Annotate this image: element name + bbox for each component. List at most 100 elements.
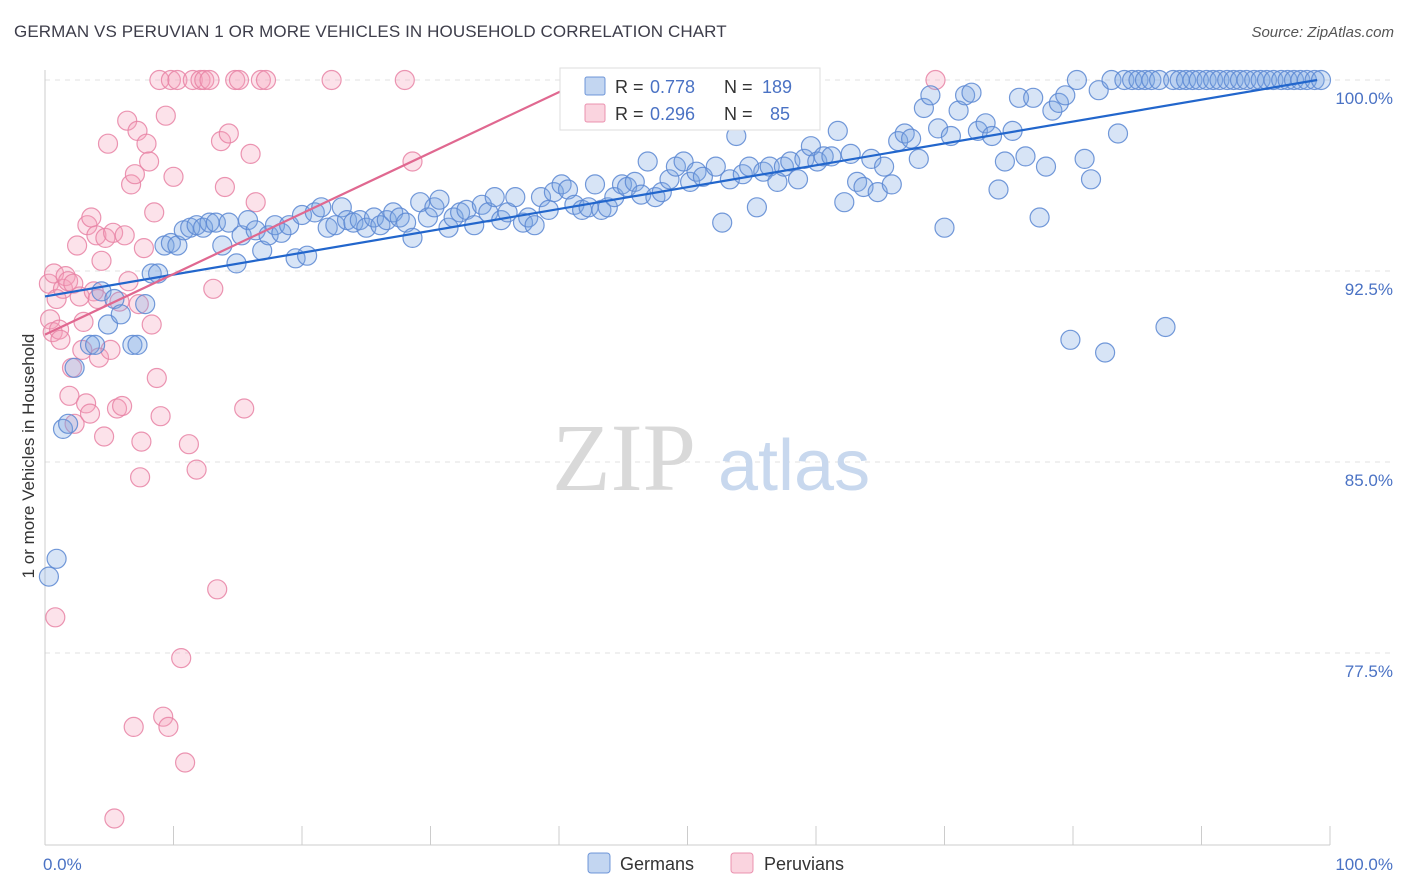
peruvian-point <box>100 339 121 360</box>
peruvian-point <box>167 69 188 91</box>
german-point <box>122 334 143 355</box>
legend-box <box>559 67 821 131</box>
german-point <box>961 82 982 103</box>
german-point <box>584 174 606 195</box>
peruvian-point <box>207 579 228 600</box>
german-point <box>908 148 929 169</box>
german-point <box>975 113 996 134</box>
legend-n-value-germans: 189 <box>762 77 792 97</box>
legend-label-germans: Germans <box>620 854 694 874</box>
correlation-legend: R = 0.778 N = 189 R = 0.296 N = 85 <box>559 67 821 131</box>
german-point <box>505 187 526 208</box>
german-point <box>913 97 935 119</box>
german-point <box>46 548 67 569</box>
german-point <box>1209 69 1230 91</box>
peruvian-point <box>73 311 94 332</box>
peruvian-point <box>199 69 220 91</box>
german-point <box>402 227 423 248</box>
y-tick-label: 85.0% <box>1345 471 1393 490</box>
peruvian-point <box>149 69 170 91</box>
legend-r-label-germans: R = <box>615 77 644 97</box>
peruvian-point <box>128 294 149 315</box>
german-point <box>1008 87 1030 108</box>
peruvian-point <box>150 406 171 427</box>
german-point <box>927 118 949 139</box>
peruvian-point <box>218 123 239 144</box>
peruvian-point <box>321 69 342 91</box>
legend-swatch-germans-bottom <box>587 852 611 874</box>
y-tick-label: 77.5% <box>1345 662 1393 681</box>
peruvian-point <box>175 752 196 773</box>
peruvian-point <box>117 110 138 131</box>
german-point <box>948 100 969 121</box>
x-tick-label: 0.0% <box>43 855 82 874</box>
peruvian-point <box>178 434 199 455</box>
peruvian-point <box>141 314 162 335</box>
peruvian-point <box>144 202 165 223</box>
peruvian-point <box>146 367 167 389</box>
peruvian-point <box>64 413 85 434</box>
legend-r-value-germans: 0.778 <box>650 77 695 97</box>
german-point <box>1155 316 1176 338</box>
german-point <box>705 156 726 177</box>
peruvian-point <box>171 647 192 669</box>
peruvian-point <box>240 143 261 164</box>
source-label: Source: ZipAtlas.com <box>1251 24 1394 41</box>
german-point <box>64 357 85 378</box>
german-point <box>1188 69 1210 91</box>
peruvian-point <box>121 174 142 195</box>
peruvian-point <box>124 164 145 185</box>
german-point <box>1263 69 1284 91</box>
german-point <box>1074 148 1095 169</box>
peruvian-point <box>139 151 160 172</box>
peruvian-point <box>214 176 235 198</box>
peruvian-point <box>194 69 215 91</box>
peruvian-point <box>255 69 277 91</box>
peruvian-point <box>59 385 80 406</box>
german-point <box>127 334 148 355</box>
peruvian-point <box>97 133 119 154</box>
german-point <box>429 189 450 210</box>
y-axis-label: 1 or more Vehicles in Household <box>19 334 38 579</box>
german-point <box>396 212 417 233</box>
peruvian-point <box>104 808 125 829</box>
peruvian-point <box>925 69 946 91</box>
german-point <box>1094 342 1116 363</box>
peruvian-point <box>130 467 151 488</box>
peruvian-point <box>186 459 207 480</box>
peruvian-point <box>234 398 255 419</box>
peruvian-point <box>158 716 179 738</box>
peruvian-point <box>136 133 157 154</box>
german-point <box>1229 69 1251 91</box>
german-point <box>135 294 156 315</box>
peruvian-point <box>75 393 97 414</box>
tick-labels: 100.0% 92.5% 85.0% 77.5% 0.0% 100.0% <box>43 89 1393 874</box>
german-point <box>417 207 438 228</box>
trend-lines <box>44 78 1318 336</box>
watermark: ZIP atlas <box>552 404 870 511</box>
watermark-atlas: atlas <box>718 426 870 506</box>
peruvian-point <box>163 166 184 187</box>
peruvian-point <box>160 69 181 91</box>
german-point <box>988 179 1009 200</box>
series-peruvians <box>38 69 946 829</box>
peruvian-point <box>131 431 152 452</box>
german-point <box>900 128 922 149</box>
german-point <box>712 212 733 233</box>
peruvian-point <box>133 238 154 259</box>
german-point <box>994 151 1016 172</box>
german-point <box>637 151 658 172</box>
german-point <box>1060 329 1081 350</box>
german-point <box>934 217 955 238</box>
legend-n-label-peruvians: N = <box>724 104 753 124</box>
german-point <box>873 156 895 177</box>
german-point <box>1202 69 1224 91</box>
peruvian-point <box>182 69 203 91</box>
peruvian-point <box>228 69 250 91</box>
legend-swatch-germans <box>584 76 606 96</box>
german-point <box>827 120 848 141</box>
peruvian-point <box>245 192 266 213</box>
peruvian-point <box>153 706 174 727</box>
peruvian-point <box>394 69 415 91</box>
